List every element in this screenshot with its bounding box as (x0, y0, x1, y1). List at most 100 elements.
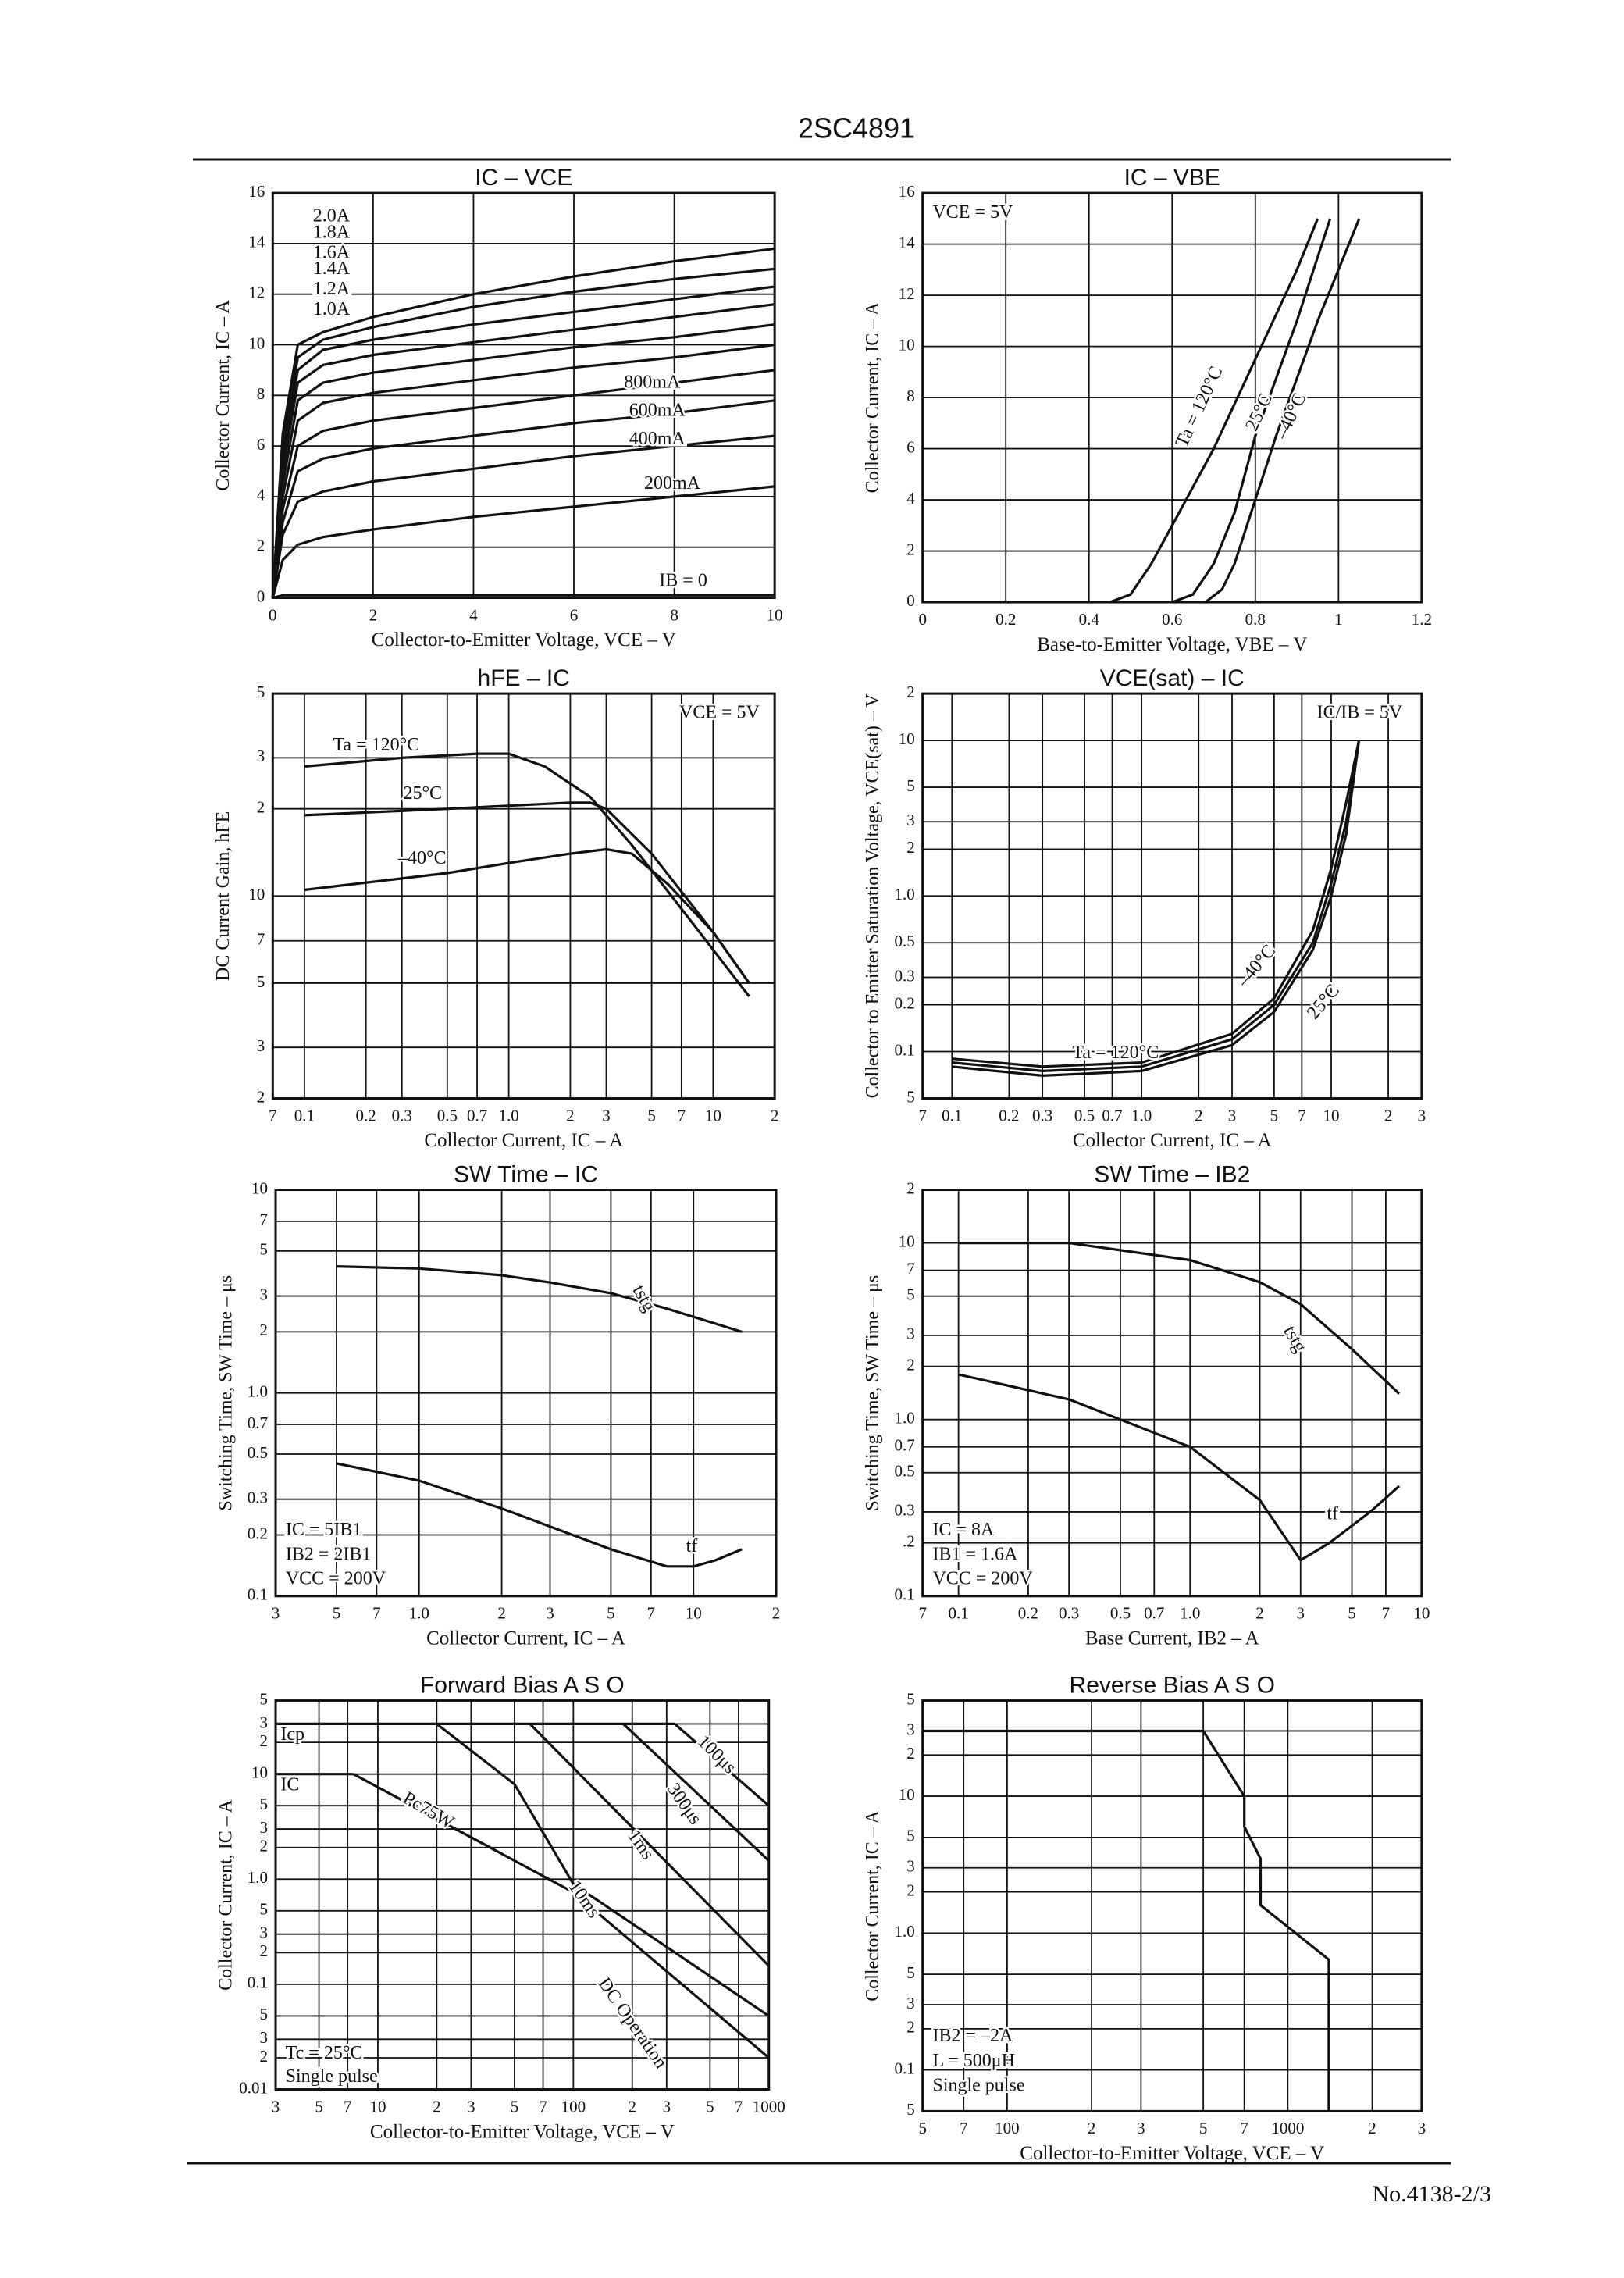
x-tick-label: 7 (647, 1604, 656, 1623)
y-tick-label: 2 (906, 838, 915, 857)
y-tick-label: 5 (906, 1689, 915, 1708)
y-tick-label: 14 (899, 233, 916, 251)
y-tick-label: 0.7 (248, 1414, 268, 1432)
x-tick-label: 5 (918, 2119, 927, 2137)
y-tick-label: 2 (260, 1321, 269, 1339)
y-tick-label: 10 (251, 1763, 268, 1781)
y-tick-label: 2 (257, 537, 265, 555)
x-tick-label: 0.2 (995, 610, 1016, 629)
y-tick-label: 0.01 (239, 2078, 268, 2097)
x-axis-label: Collector Current, IC – A (426, 1628, 625, 1649)
x-tick-label: 100 (561, 2097, 586, 2116)
y-tick-label: 0 (257, 586, 265, 605)
y-tick-label: .2 (903, 1532, 915, 1551)
y-tick-label: 2 (906, 1355, 915, 1374)
x-tick-label: 2 (1384, 1106, 1393, 1125)
series-label: 1.6A (313, 242, 351, 262)
x-axis-label: Collector Current, IC – A (1073, 1130, 1272, 1151)
x-tick-label: 2 (497, 1604, 506, 1623)
curve (336, 1462, 743, 1568)
x-tick-label: 3 (467, 2097, 475, 2116)
x-tick-label: 7 (735, 2097, 743, 2116)
curve (1204, 218, 1361, 604)
y-tick-label: 2 (906, 2018, 915, 2037)
series-label: tf (686, 1536, 698, 1556)
x-tick-label: 7 (918, 1604, 927, 1623)
x-tick-label: 100 (995, 2119, 1020, 2137)
curve (272, 594, 775, 600)
y-tick-label: 1.0 (894, 1922, 914, 1941)
x-tick-label: 1.0 (409, 1604, 429, 1623)
y-tick-label: 10 (899, 729, 915, 748)
x-tick-label: 1.0 (1180, 1604, 1200, 1623)
x-tick-label: 3 (272, 1604, 280, 1623)
y-tick-label: 7 (257, 930, 265, 949)
x-tick-label: 3 (1228, 1106, 1237, 1125)
y-tick-label: 0.3 (894, 1501, 914, 1520)
y-tick-label: 4 (257, 486, 265, 504)
y-tick-label: 3 (260, 1923, 269, 1941)
x-tick-label: 2 (369, 605, 378, 624)
x-tick-label: 1.0 (1131, 1106, 1152, 1125)
y-tick-label: 5 (260, 1900, 269, 1919)
x-tick-label: 7 (344, 2097, 352, 2116)
chart-title: VCE(sat) – IC (1100, 665, 1245, 691)
y-axis-label: Collector Current, IC – A (863, 301, 883, 493)
series-label: –40°C (397, 848, 447, 868)
y-tick-label: 2 (257, 1087, 265, 1106)
x-tick-label: 10 (1323, 1106, 1339, 1125)
curve (436, 1723, 770, 2017)
y-tick-label: 5 (257, 683, 265, 701)
x-tick-label: 2 (1088, 2119, 1096, 2137)
x-tick-label: 3 (1418, 2119, 1426, 2137)
y-tick-label: 0.3 (894, 966, 914, 985)
x-tick-label: 7 (372, 1604, 381, 1623)
y-tick-label: 5 (260, 2005, 269, 2023)
x-tick-label: 1 (1334, 610, 1343, 629)
x-tick-label: 0.7 (1144, 1604, 1164, 1623)
y-tick-label: 0 (906, 591, 915, 610)
y-tick-label: 4 (906, 489, 915, 508)
y-tick-label: 3 (260, 1818, 269, 1837)
y-tick-label: 1.0 (248, 1868, 268, 1887)
x-tick-label: 10 (767, 605, 783, 624)
annotation: VCC = 200V (286, 1568, 386, 1588)
series-label: 800mA (624, 372, 681, 392)
series-label: 1.8A (313, 222, 351, 242)
x-tick-label: 0.4 (1079, 610, 1100, 629)
annotation: Tc = 25°C (286, 2043, 363, 2063)
y-tick-label: 3 (906, 1324, 915, 1343)
x-tick-label: 7 (960, 2119, 968, 2137)
curve (271, 399, 775, 598)
x-axis-label: Collector-to-Emitter Voltage, VCE – V (372, 629, 676, 651)
curve (304, 801, 750, 984)
x-tick-label: 0.1 (942, 1106, 962, 1125)
x-tick-label: 1.2 (1412, 610, 1432, 629)
annotation: Single pulse (932, 2075, 1024, 2095)
y-tick-label: 5 (906, 1827, 915, 1845)
annotation: L = 500μH (932, 2051, 1015, 2071)
x-tick-label: 1.0 (498, 1106, 518, 1125)
y-tick-label: 7 (260, 1210, 269, 1229)
curve (958, 1373, 1401, 1562)
series-label: 200mA (644, 473, 701, 494)
y-tick-label: 0.2 (248, 1524, 268, 1542)
chart-title: SW Time – IC (454, 1161, 598, 1187)
y-tick-label: 0.1 (248, 1973, 268, 1992)
chart-lines: IB = 0200mA400mA600mA800mA1.0A1.2A1.4A1.… (271, 204, 775, 600)
x-tick-label: 7 (1240, 2119, 1248, 2137)
curve (271, 369, 775, 598)
x-tick-label: 0 (269, 605, 277, 624)
y-tick-label: 8 (906, 387, 915, 405)
curve (271, 323, 775, 598)
curve (271, 267, 775, 598)
chart-title: IC – VCE (475, 165, 572, 191)
curve (529, 1723, 770, 1967)
y-tick-label: 3 (257, 747, 265, 765)
y-tick-label: 3 (260, 1285, 269, 1303)
x-tick-label: 5 (333, 1604, 341, 1623)
curve (271, 247, 775, 598)
y-tick-label: 0.1 (248, 1585, 268, 1604)
y-tick-label: 5 (260, 1795, 269, 1813)
y-tick-label: 8 (257, 384, 265, 403)
